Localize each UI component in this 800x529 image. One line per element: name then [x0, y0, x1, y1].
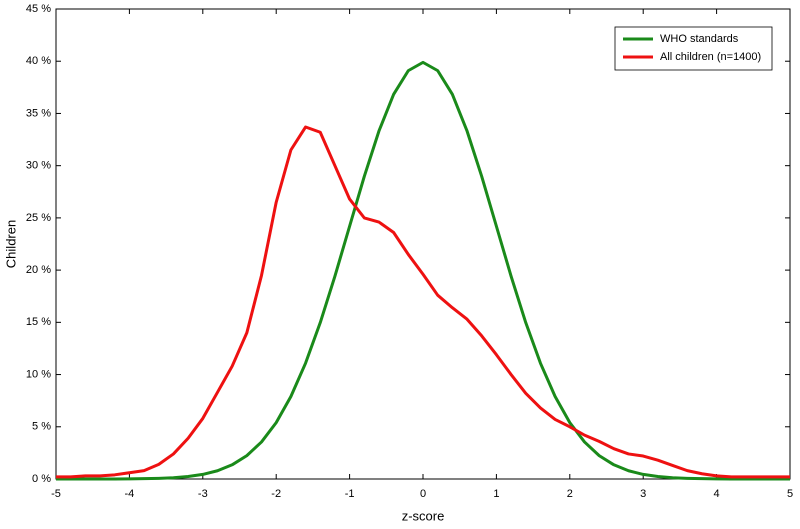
y-tick-label: 35 % — [26, 107, 51, 119]
x-tick-label: -2 — [271, 488, 281, 500]
data-line — [56, 125, 790, 479]
y-tick-label: 0 % — [32, 473, 51, 485]
x-tick-label: -5 — [51, 488, 61, 500]
y-tick-label: 10 % — [26, 368, 51, 380]
x-tick-label: -1 — [345, 488, 355, 500]
x-tick-label: 4 — [714, 488, 720, 500]
x-tick-label: 0 — [420, 488, 426, 500]
y-tick-label: 30 % — [26, 160, 51, 172]
y-tick-label: 25 % — [26, 212, 51, 224]
y-tick-label: 5 % — [32, 421, 51, 433]
x-tick-label: 3 — [640, 488, 646, 500]
x-tick-label: 1 — [493, 488, 499, 500]
x-axis-label: z-score — [402, 508, 445, 523]
legend-label: WHO standards — [660, 33, 739, 45]
x-tick-label: -3 — [198, 488, 208, 500]
y-tick-label: 40 % — [26, 55, 51, 67]
legend-label: All children (n=1400) — [660, 51, 761, 63]
y-tick-label: 45 % — [26, 3, 51, 15]
x-tick-label: -4 — [125, 488, 135, 500]
y-tick-label: 15 % — [26, 316, 51, 328]
x-tick-label: 5 — [787, 488, 793, 500]
y-tick-label: 20 % — [26, 264, 51, 276]
legend-box — [614, 26, 773, 71]
plot-frame — [55, 8, 791, 480]
y-axis-label: Children — [3, 220, 18, 268]
data-line — [56, 60, 790, 481]
x-tick-label: 2 — [567, 488, 573, 500]
